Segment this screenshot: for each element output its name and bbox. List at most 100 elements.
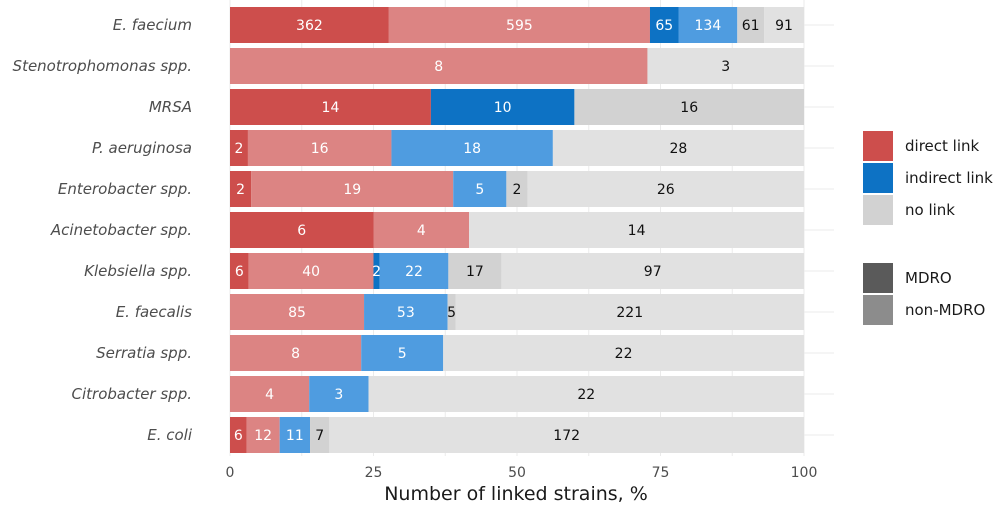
bar-e-faecalis: 85 53 5 221 [230,294,804,330]
bar-value-label: 172 [553,428,580,444]
bar-value-label: 16 [311,141,329,157]
bar-value-label: 19 [343,182,361,198]
bar-segment [443,335,804,371]
bar-value-label: 61 [742,18,760,34]
y-tick-label: E. faecium [113,16,192,34]
bar-value-label: 362 [296,18,323,34]
bar-segment [447,294,456,330]
bar-segment [230,171,252,207]
bar-value-label: 134 [695,18,722,34]
legend-item-non-mdro: non-MDRO [863,295,985,325]
bar-value-label: 14 [322,100,340,116]
bar-segment [506,171,528,207]
x-tick-label: 50 [508,465,526,481]
bar-segment [329,417,804,453]
y-tick-label: E. faecalis [116,303,192,321]
bar-segment [230,417,247,453]
legend-swatch-indirect-link [863,163,893,193]
bar-segment [230,376,310,412]
bar-value-label: 22 [405,264,423,280]
bar-enterobacter-spp: 2 19 5 2 26 [230,171,804,207]
bar-segment [364,294,448,330]
bar-value-label: 7 [315,428,324,444]
legend-swatch-mdro [863,263,893,293]
bar-segment [373,212,470,248]
bar-value-label: 65 [655,18,673,34]
bar-segment [230,48,648,84]
x-tick-label: 0 [226,465,235,481]
legend-label-indirect-link: indirect link [905,169,993,187]
legend-label-non-mdro: non-MDRO [905,301,986,319]
legend-label-no-link: no link [905,201,955,219]
bar-segment [248,253,374,289]
bar-segment [379,253,449,289]
y-tick-label: E. coli [147,426,193,444]
bar-segment [453,171,507,207]
bar-value-label: 2 [235,141,244,157]
bar-value-label: 91 [775,18,793,34]
bar-value-label: 22 [615,346,633,362]
bar-value-label: 28 [670,141,688,157]
bar-value-label: 17 [466,264,484,280]
bar-value-label: 2 [513,182,522,198]
bar-value-label: 97 [644,264,662,280]
bar-value-label: 12 [254,428,272,444]
legend-item-mdro: MDRO [863,263,952,293]
y-tick-label: MRSA [149,98,192,116]
bar-klebsiella-spp: 6 40 2 22 17 97 [230,253,804,289]
legend-swatch-no-link [863,195,893,225]
y-tick-label: Serratia spp. [96,344,192,362]
bar-value-label: 595 [506,18,533,34]
bar-segment [230,253,249,289]
bar-value-label: 2 [372,264,381,280]
legend: direct link indirect link no link MDRO n… [863,0,1000,506]
bar-value-label: 6 [235,264,244,280]
bar-e-coli: 6 12 11 7 172 [230,417,804,453]
bar-value-label: 11 [286,428,304,444]
bar-segment [230,294,365,330]
bar-segment [574,89,804,125]
legend-swatch-direct-link [863,131,893,161]
bar-value-label: 85 [288,305,306,321]
bar-segment [527,171,804,207]
bar-segment [279,417,311,453]
bar-segment [230,212,374,248]
bar-segment [309,376,369,412]
bar-value-label: 26 [657,182,675,198]
x-tick-label: 75 [652,465,670,481]
x-axis-ticks: 0 25 50 75 100 [226,465,818,481]
bar-segment [737,7,765,43]
bar-segment [373,253,380,289]
bar-segment [251,171,454,207]
bar-segment [649,7,679,43]
bar-value-label: 53 [397,305,415,321]
bar-segment [501,253,804,289]
bar-value-label: 5 [447,305,456,321]
x-tick-label: 100 [791,465,818,481]
bar-value-label: 6 [297,223,306,239]
bar-value-label: 4 [417,223,426,239]
bar-segment [230,89,431,125]
bar-segment [764,7,804,43]
x-axis-title: Number of linked strains, % [384,483,648,505]
legend-label-direct-link: direct link [905,137,980,155]
bars-group: 362 595 65 134 61 918 314 10 162 16 18 282 19 5 2 266 4 1… [230,7,804,453]
legend-item-indirect-link: indirect link [863,163,993,193]
bar-segment [361,335,444,371]
bar-segment [448,253,502,289]
bar-value-label: 14 [628,223,646,239]
bar-segment [230,130,248,166]
bar-serratia-spp: 8 5 22 [230,335,804,371]
legend-swatch-non-mdro [863,295,893,325]
bar-segment [430,89,575,125]
bar-value-label: 2 [236,182,245,198]
bar-segment [455,294,804,330]
bar-value-label: 8 [434,59,443,75]
bar-value-label: 221 [616,305,643,321]
legend-item-no-link: no link [863,195,955,225]
bar-segment [647,48,804,84]
bar-acinetobacter-spp: 6 4 14 [230,212,804,248]
bar-segment [678,7,738,43]
